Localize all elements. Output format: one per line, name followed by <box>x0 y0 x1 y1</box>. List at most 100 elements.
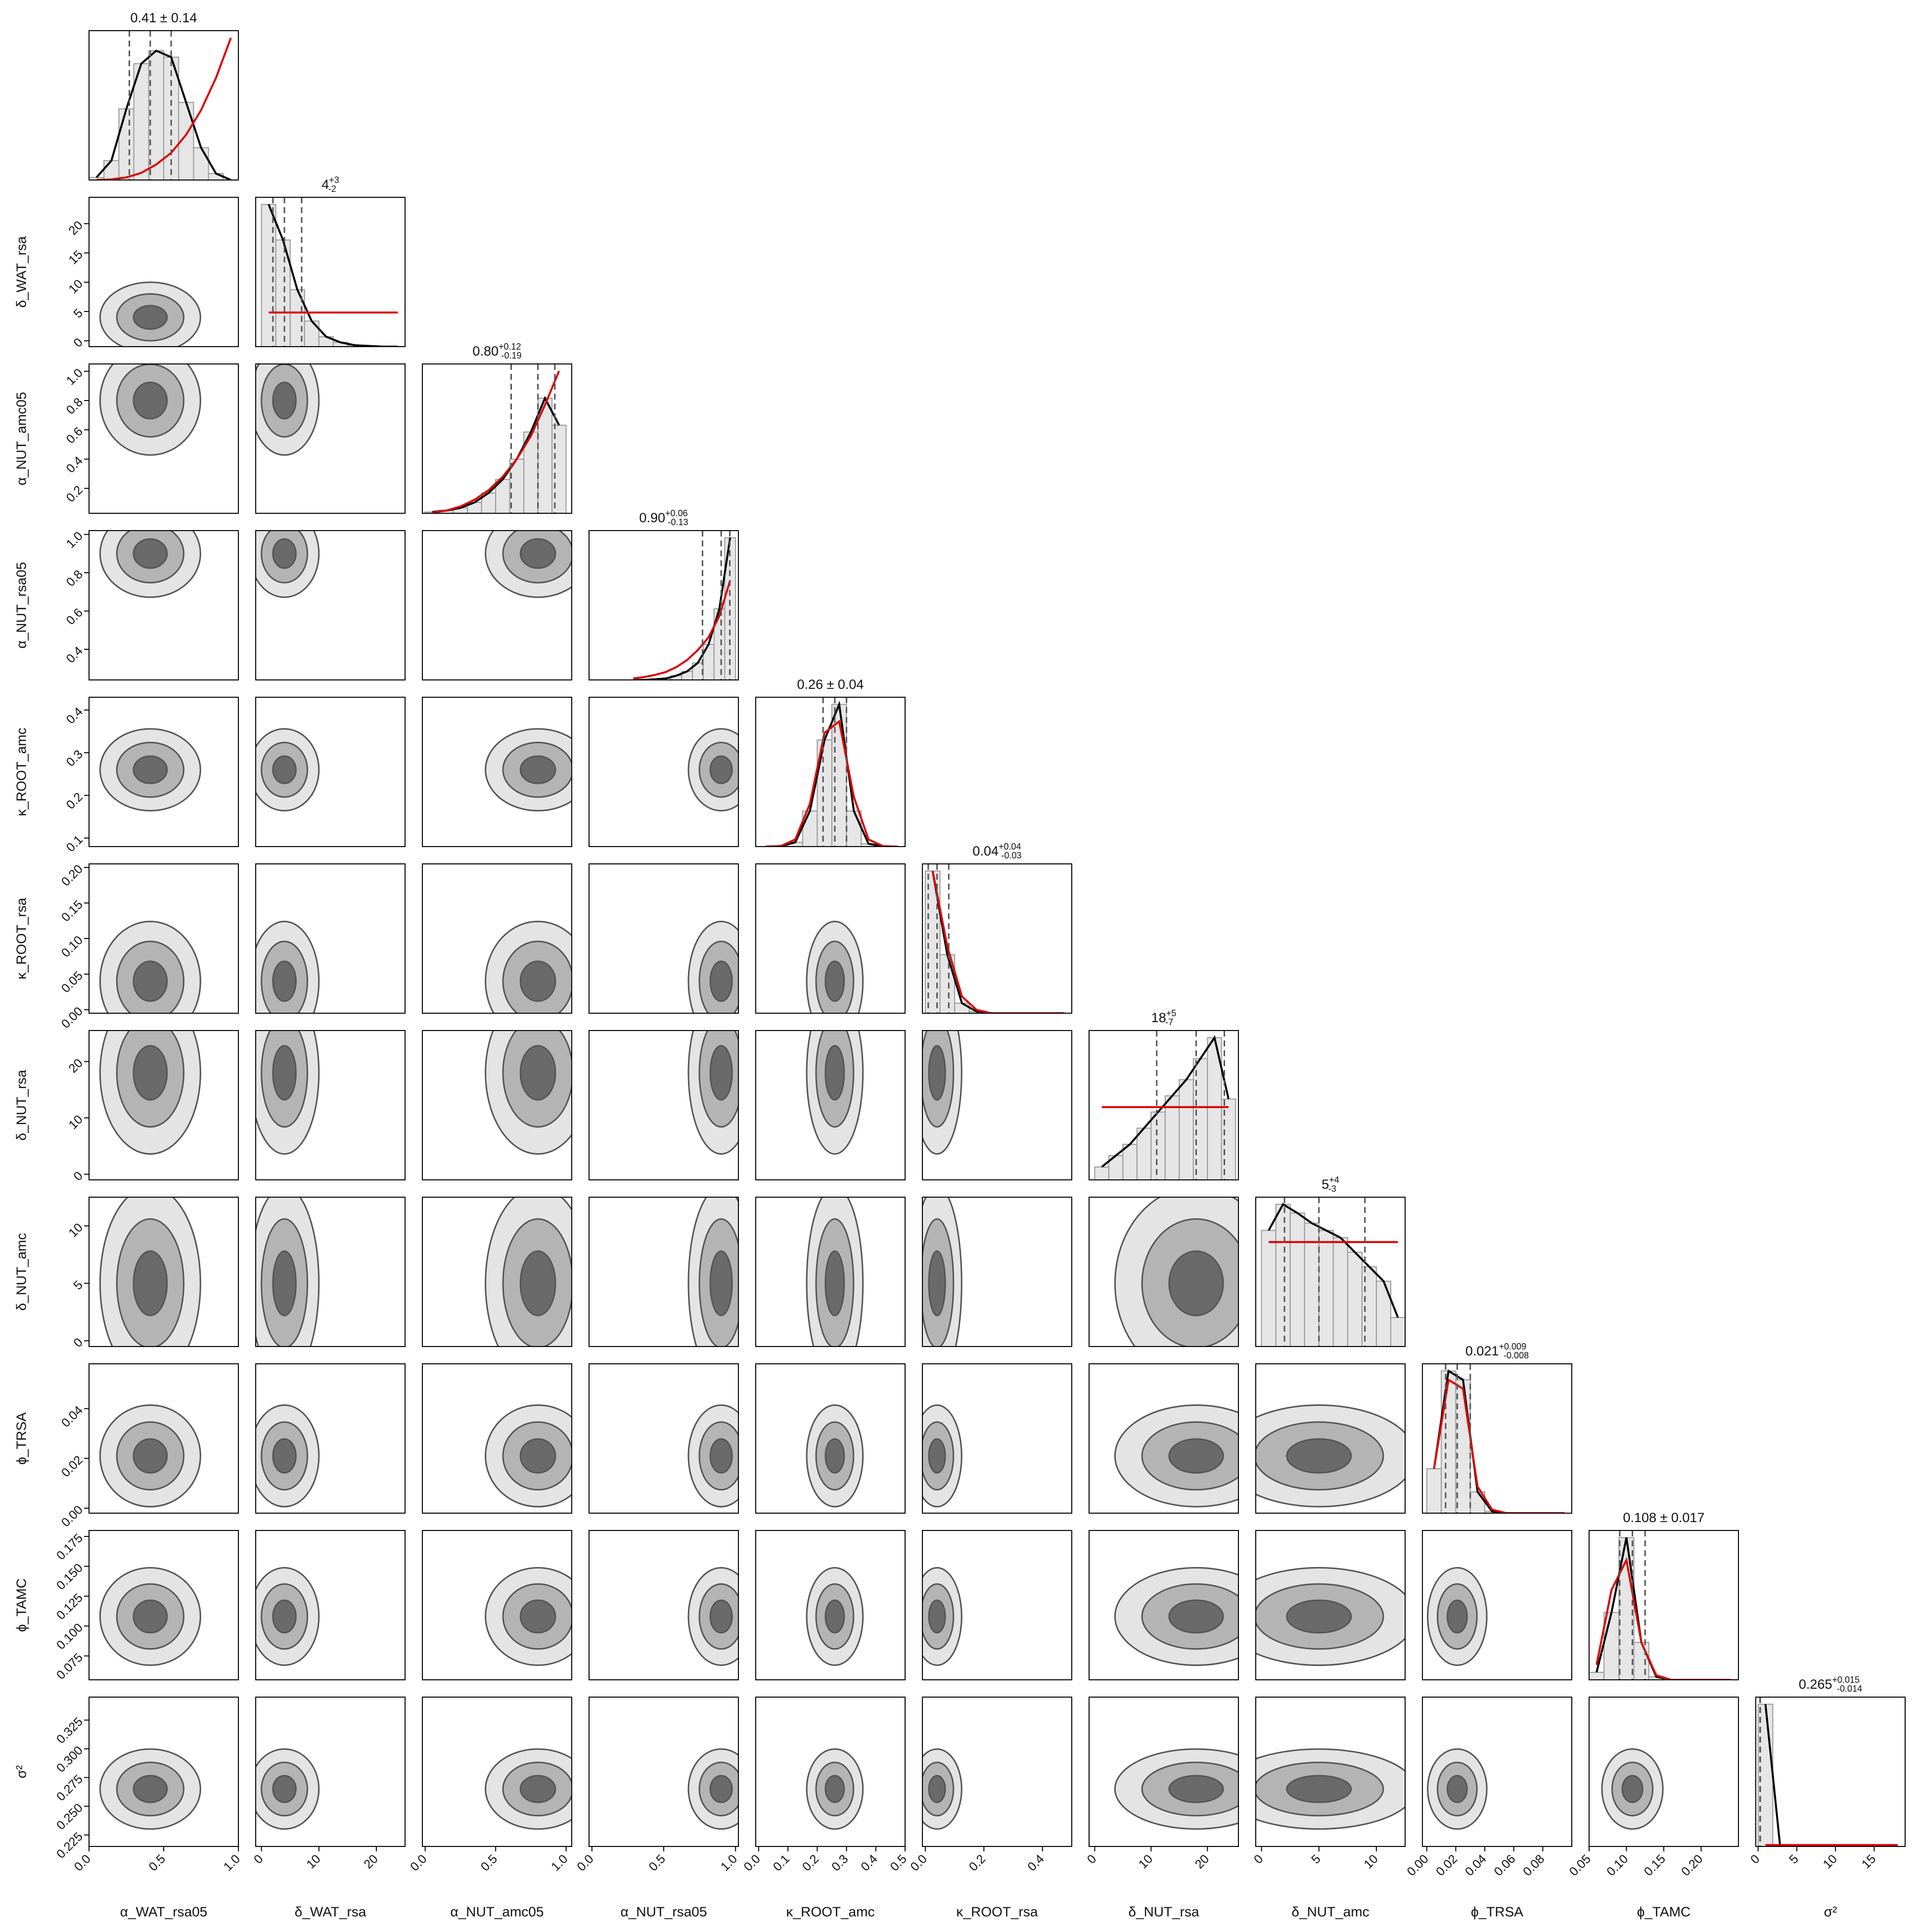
panel-frame <box>89 1363 239 1514</box>
hist-bar <box>1150 1111 1166 1180</box>
panel-frame <box>89 530 239 680</box>
y-tick-label: 0.6 <box>64 606 86 628</box>
x-axis-label: δ_NUT_amc <box>1291 1904 1369 1919</box>
panel-frame <box>922 1530 1072 1680</box>
y-axis-label: κ_ROOT_rsa <box>13 898 29 979</box>
panel-frame <box>922 1030 1072 1180</box>
panel <box>1426 1364 1565 1513</box>
panel <box>256 364 320 456</box>
contour <box>133 538 168 569</box>
panel-frame <box>755 1030 906 1180</box>
contour <box>133 1775 168 1803</box>
title-value: 0.021 <box>1465 1344 1499 1358</box>
panel <box>256 1748 320 1830</box>
panel <box>687 1567 738 1666</box>
y-tick-label: 0.1 <box>64 833 86 854</box>
panel <box>89 31 232 180</box>
panel <box>687 1748 738 1830</box>
title-plus: +0.06 <box>665 508 688 518</box>
panel <box>485 921 572 1013</box>
hist-bar <box>1108 1155 1124 1180</box>
panel <box>922 1197 962 1347</box>
hist-bar <box>103 160 120 180</box>
panel-title: 0.021+0.009 -0.008 <box>1465 1342 1529 1360</box>
x-tick-label: 1.0 <box>548 1852 570 1874</box>
prior-line <box>766 719 898 847</box>
contour <box>928 1775 946 1803</box>
panel-frame <box>255 1363 406 1514</box>
panel-frame <box>922 1363 1072 1514</box>
panel <box>1114 1197 1238 1347</box>
panel-frame <box>89 30 239 180</box>
y-tick-label: 15 <box>66 248 85 267</box>
y-tick-label: 0.8 <box>64 567 86 589</box>
panel <box>806 1748 864 1830</box>
hist-bar <box>1426 1468 1442 1513</box>
title-plus: +5 <box>1166 1008 1177 1018</box>
title-minus: -0.03 <box>1002 851 1022 860</box>
panel-frame <box>1255 1363 1406 1514</box>
panel-frame <box>422 1197 572 1347</box>
title-minus: -0.008 <box>1504 1350 1529 1360</box>
prior-line <box>432 370 560 513</box>
contour <box>133 1599 168 1634</box>
y-tick-label: 5 <box>71 1278 86 1293</box>
contour <box>1168 1250 1224 1316</box>
x-tick-label: 0.4 <box>858 1852 880 1874</box>
contour <box>709 1438 733 1474</box>
panel-frame <box>1089 1530 1239 1680</box>
contour <box>928 1250 946 1316</box>
panel-title: 5+4 -3 <box>1322 1175 1339 1194</box>
contour <box>1286 1599 1352 1634</box>
panel-title: 4+3 -2 <box>321 175 339 194</box>
contour <box>272 1438 297 1474</box>
contour <box>133 960 168 1002</box>
contour <box>928 1599 946 1634</box>
contour <box>133 1250 168 1316</box>
panel <box>485 531 572 598</box>
kde-line <box>1268 1203 1399 1318</box>
x-axis-label: ϕ_TAMC <box>1637 1904 1691 1919</box>
x-tick-label: 0.0 <box>741 1852 763 1874</box>
x-tick-label: 10 <box>304 1852 323 1871</box>
x-axis-label: κ_ROOT_rsa <box>957 1904 1038 1919</box>
hist-bar <box>1122 1144 1138 1180</box>
panel <box>99 1031 201 1155</box>
panel-frame <box>1089 1363 1239 1514</box>
x-tick-label: 0.04 <box>1462 1852 1489 1879</box>
panel-frame <box>255 363 406 514</box>
panel-frame <box>89 1030 239 1180</box>
contour <box>1168 1438 1224 1474</box>
hist-bar <box>1304 1222 1320 1347</box>
panel-frame <box>422 863 572 1014</box>
panel <box>99 1567 201 1666</box>
kde-line <box>1764 1704 1898 1846</box>
contour <box>709 960 733 1002</box>
panel <box>485 728 572 811</box>
hist-bar <box>1347 1252 1363 1347</box>
y-tick-label: 0.02 <box>59 1453 86 1480</box>
hist-bar <box>1094 1166 1109 1180</box>
y-tick-label: 0.00 <box>59 1004 86 1031</box>
contour <box>519 1775 556 1803</box>
contour <box>519 1250 556 1316</box>
x-tick-label: 0.06 <box>1491 1852 1518 1879</box>
panel <box>256 1197 320 1347</box>
panel-frame <box>1089 1697 1239 1847</box>
x-axis-label: α_NUT_amc05 <box>451 1904 544 1919</box>
contour <box>519 960 556 1002</box>
title-value: 0.90 <box>639 510 665 525</box>
x-tick-label: 0.0 <box>574 1852 596 1874</box>
panel <box>922 1567 962 1666</box>
panel-frame <box>755 1697 906 1847</box>
x-tick-label: 0.4 <box>1025 1852 1047 1874</box>
panel-title: 0.90+0.06 -0.13 <box>639 508 688 527</box>
panel-frame <box>1422 1697 1572 1847</box>
panel <box>256 728 320 811</box>
y-tick-label: 0.00 <box>59 1503 86 1529</box>
title-value: 0.108 ± 0.017 <box>1623 1510 1705 1525</box>
x-tick-label: 10 <box>1361 1852 1380 1871</box>
panel-frame <box>255 1530 406 1680</box>
title-minus: -0.13 <box>668 517 688 527</box>
panel-title: 0.04+0.04 -0.03 <box>972 842 1021 860</box>
